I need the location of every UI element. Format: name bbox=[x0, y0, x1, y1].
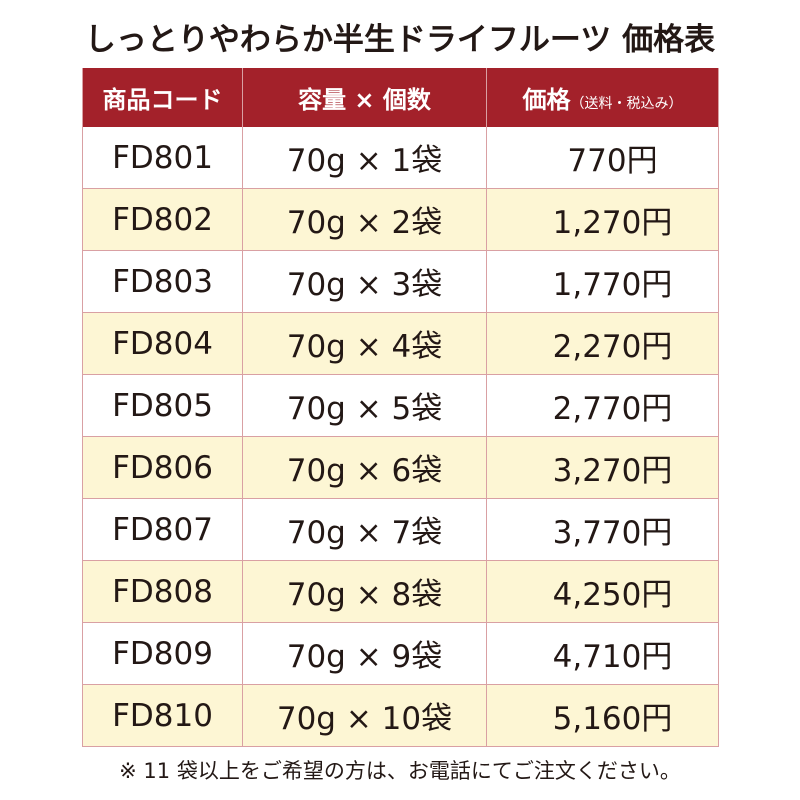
table-row: FD803 70g × 3袋 1,770円 bbox=[82, 250, 719, 313]
table-row: FD808 70g × 8袋 4,250円 bbox=[82, 560, 719, 623]
table-cell: 5,160円 bbox=[486, 684, 719, 747]
table-cell: 70g × 9袋 bbox=[242, 622, 487, 685]
table-cell: FD805 bbox=[82, 374, 243, 437]
table-row: FD806 70g × 6袋 3,270円 bbox=[82, 436, 719, 499]
price-table: 商品コード 容量 × 個数 価格（送料・税込み） FD801 70g × 1袋 77… bbox=[82, 68, 719, 747]
table-row: FD805 70g × 5袋 2,770円 bbox=[82, 374, 719, 437]
table-cell: 70g × 4袋 bbox=[242, 312, 487, 375]
table-row: FD804 70g × 4袋 2,270円 bbox=[82, 312, 719, 375]
table-cell: FD803 bbox=[82, 250, 243, 313]
header-row: 商品コード 容量 × 個数 価格（送料・税込み） bbox=[82, 68, 719, 127]
table-cell: 3,270円 bbox=[486, 436, 719, 499]
footnote: ※ 11 袋以上をご希望の方は、お電話にてご注文ください。 bbox=[119, 759, 681, 783]
table-cell: FD807 bbox=[82, 498, 243, 561]
title: しっとりやわらか半生ドライフルーツ 価格表 bbox=[84, 22, 716, 58]
table-cell: FD808 bbox=[82, 560, 243, 623]
table-row: FD801 70g × 1袋 770円 bbox=[82, 127, 719, 189]
header-note: （送料・税込み） bbox=[570, 96, 683, 112]
table-cell: 4,250円 bbox=[486, 560, 719, 623]
table-cell: 70g × 5袋 bbox=[242, 374, 487, 437]
table-cell: 70g × 8袋 bbox=[242, 560, 487, 623]
table-cell: FD802 bbox=[82, 188, 243, 251]
table-cell: FD804 bbox=[82, 312, 243, 375]
table-cell: FD801 bbox=[82, 127, 243, 189]
header-text: 価格 bbox=[522, 86, 571, 114]
header-cell: 容量 × 個数 bbox=[242, 68, 487, 127]
table-row: FD810 70g × 10袋 5,160円 bbox=[82, 684, 719, 747]
table-cell: 1,770円 bbox=[486, 250, 719, 313]
table-cell: 70g × 6袋 bbox=[242, 436, 487, 499]
table-cell: 4,710円 bbox=[486, 622, 719, 685]
table-cell: 3,770円 bbox=[486, 498, 719, 561]
table-row: FD807 70g × 7袋 3,770円 bbox=[82, 498, 719, 561]
table-cell: 2,770円 bbox=[486, 374, 719, 437]
header-cell: 価格（送料・税込み） bbox=[486, 68, 719, 127]
table-row: FD802 70g × 2袋 1,270円 bbox=[82, 188, 719, 251]
table-cell: 70g × 2袋 bbox=[242, 188, 487, 251]
table-cell: FD806 bbox=[82, 436, 243, 499]
table-cell: 2,270円 bbox=[486, 312, 719, 375]
table-cell: 70g × 7袋 bbox=[242, 498, 487, 561]
table-cell: 1,270円 bbox=[486, 188, 719, 251]
header-cell: 商品コード bbox=[82, 68, 243, 127]
table-cell: FD810 bbox=[82, 684, 243, 747]
table-cell: 70g × 1袋 bbox=[242, 127, 487, 189]
table-row: FD809 70g × 9袋 4,710円 bbox=[82, 622, 719, 685]
table-cell: 70g × 3袋 bbox=[242, 250, 487, 313]
table-cell: FD809 bbox=[82, 622, 243, 685]
table-cell: 70g × 10袋 bbox=[242, 684, 487, 747]
table-cell: 770円 bbox=[486, 127, 719, 189]
